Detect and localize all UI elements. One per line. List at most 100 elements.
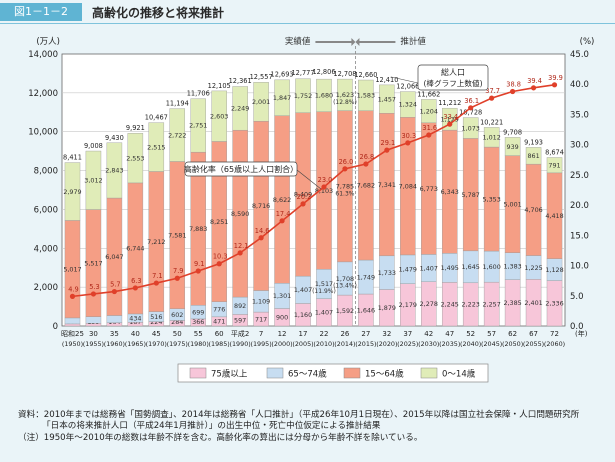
total-label: 12,777: [291, 69, 314, 77]
segment-15-64-label: 6,343: [441, 188, 459, 196]
x-tick-year: (1990): [230, 340, 251, 348]
segment-0-14-label: 2,751: [189, 122, 207, 130]
x-tick-label: 26: [340, 330, 349, 338]
aging-rate-label: 20.2: [297, 193, 312, 201]
x-tick-label: 37: [403, 330, 412, 338]
segment-65-74-share-label: (11.9%): [312, 288, 336, 295]
segment-0-14: [337, 78, 353, 111]
total-label: 12,066: [396, 83, 419, 91]
segment-65-74-label: 1,479: [399, 266, 417, 274]
segment-65-74-label: 892: [234, 302, 246, 310]
legend-swatch: [343, 367, 361, 379]
x-tick-label: 52: [466, 330, 475, 338]
x-tick-year: (2055): [523, 340, 544, 348]
segment-0-14-label: 1,847: [273, 94, 291, 102]
legend-label: 75歳以上: [211, 369, 248, 380]
x-tick-year: (1995): [250, 340, 271, 348]
plot-area: [61, 53, 566, 327]
segment-75-plus-label: 2,179: [399, 301, 417, 309]
total-callout-line1: 総人口: [441, 67, 465, 77]
total-label: 10,221: [480, 118, 503, 126]
x-tick-label: 45: [152, 330, 161, 338]
segment-75-plus-label: 900: [276, 314, 288, 322]
segment-15-64-label: 4,706: [524, 206, 542, 214]
aging-rate-label: 6.3: [131, 277, 142, 285]
aging-rate-label: 10.3: [213, 253, 228, 261]
x-tick-year: (2045): [481, 340, 502, 348]
aging-rate-point: [530, 85, 537, 91]
x-tick-year: (1980): [188, 340, 209, 348]
x-tick-year: (2020): [376, 340, 397, 348]
total-label: 12,557: [250, 73, 273, 81]
segment-0-14-label: 1,073: [462, 124, 480, 132]
segment-15-64-label: 6,047: [105, 253, 123, 261]
segment-0-14-label: 2,722: [168, 131, 186, 139]
segment-0-14-label: 1,457: [378, 95, 396, 103]
total-label: 9,430: [105, 134, 124, 142]
y-left-unit: (万人): [36, 37, 60, 47]
total-label: 9,008: [84, 142, 103, 150]
aging-rate-callout-pointer: [296, 169, 322, 190]
actual-arrow: [315, 38, 356, 46]
segment-0-14: [148, 122, 165, 172]
aging-rate-point: [384, 147, 390, 153]
segment-65-74-label: 1,495: [441, 264, 459, 272]
segment-0-14: [400, 91, 416, 118]
aging-rate-point: [363, 161, 369, 167]
projection-arrow: [355, 38, 396, 46]
x-tick-label: 47: [445, 330, 454, 338]
segment-75-plus-label: 1,592: [336, 307, 354, 315]
segment-0-14-label: 1,012: [482, 134, 500, 142]
chart-title: 高齢化の推移と将来推計: [92, 6, 225, 20]
segment-65-74-label: 516: [150, 313, 162, 321]
source-note-line-1: 資料：2010年までは総務省「国勢調査」、2014年は総務省「人口推計」（平成2…: [18, 410, 580, 420]
x-tick-year: (1955): [83, 340, 104, 348]
segment-0-14-label: 791: [548, 161, 560, 169]
x-tick-label: 40: [131, 330, 140, 338]
aging-rate-point: [237, 250, 243, 256]
segment-15-64-label: 5,353: [482, 195, 500, 203]
aging-rate-point: [510, 88, 516, 95]
segment-75-plus-label: 2,336: [545, 300, 563, 308]
aging-rate-label: 39.9: [548, 74, 563, 82]
legend-label: 65～74歳: [288, 369, 327, 380]
y-right-tick-label: 45.0: [570, 50, 589, 60]
x-tick-year: (1960): [104, 340, 125, 348]
x-tick-label: 27: [361, 330, 370, 338]
x-tick-year: (2010): [313, 340, 334, 348]
segment-65-74-label: 1,407: [294, 286, 312, 294]
segment-75-plus-label: 717: [255, 315, 267, 323]
segment-0-14-share-label: (12.8%): [333, 99, 357, 106]
x-tick-year: (1950): [62, 340, 83, 348]
aging-rate-label: 12.1: [234, 242, 249, 250]
total-label: 11,212: [438, 99, 461, 107]
aging-rate-point: [132, 285, 138, 291]
aging-rate-callout: [184, 161, 298, 177]
aging-rate-point: [195, 268, 201, 274]
segment-65-74-label: 1,645: [462, 263, 480, 271]
segment-15-64-label: 7,212: [147, 238, 165, 246]
aging-rate-point: [69, 293, 76, 299]
aging-rate-callout-text: 高齢化率（65歳以上人口割合）: [184, 164, 298, 174]
x-tick-label: 50: [173, 330, 182, 338]
segment-65-74-label: 1,301: [273, 292, 291, 300]
total-label: 12,410: [375, 76, 398, 84]
y-right-tick-label: 20.0: [570, 201, 589, 211]
segment-0-14: [295, 78, 311, 113]
segment-15-64-label: 8,251: [210, 218, 228, 226]
segment-0-14-label: 2,249: [231, 105, 249, 113]
y-right-tick-label: 35.0: [570, 110, 589, 120]
chart: 0 2,000 4,000 6,000 8,000 10,000 12,000 14,000 0…: [28, 36, 594, 383]
segment-15-64-label: 8,409: [294, 191, 312, 199]
segment-15-64-label: 8,716: [252, 202, 270, 210]
segment-15-64-label: 7,883: [189, 225, 207, 233]
segment-65-74-label: 1,225: [524, 264, 542, 272]
y-left-tick-label: 4,000: [34, 244, 58, 254]
legend-swatch: [189, 367, 207, 379]
segment-15-64-label: 6,744: [126, 245, 144, 253]
x-tick-label: 17: [299, 330, 308, 338]
segment-0-14: [316, 78, 332, 112]
aging-rate-point: [447, 121, 453, 127]
figure-number: 図1－1－2: [0, 3, 82, 21]
aging-rate-label: 4.9: [68, 285, 79, 293]
